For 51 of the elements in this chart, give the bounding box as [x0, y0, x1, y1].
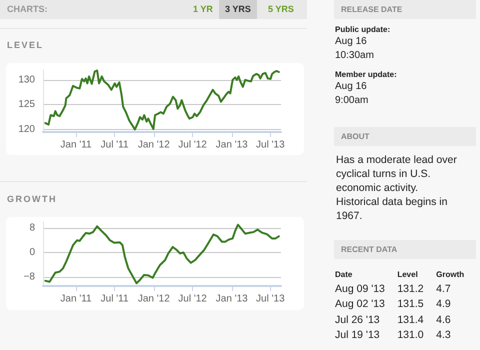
text: 10:30am	[334, 49, 375, 63]
text: Growth	[435, 268, 466, 280]
text: Aug 16	[334, 80, 368, 94]
y-tick-label: 120	[18, 124, 36, 136]
text: Aug 16	[334, 35, 368, 49]
text: Aug 09 '13	[334, 282, 386, 296]
text: Public update:	[334, 24, 392, 35]
chart-title: LEVEL	[7, 40, 44, 50]
y-tick-label: 125	[18, 99, 36, 110]
x-tick-label: Jul '13	[256, 294, 286, 304]
text: 3 YRS	[219, 0, 257, 19]
text: 4.7	[435, 282, 452, 296]
x-tick-label: Jan '12	[138, 140, 170, 150]
text: CHARTS:	[7, 4, 48, 14]
chart-title: GROWTH	[7, 194, 57, 204]
text: Member update:	[334, 69, 398, 80]
text: RECENT DATA	[334, 240, 476, 259]
x-tick-label: Jan '12	[138, 294, 170, 304]
text: Jul 26 '13	[334, 312, 381, 328]
y-tick-label: −8	[24, 271, 36, 282]
text: 4.9	[435, 297, 452, 312]
text: 9:00am	[334, 94, 370, 108]
text: 4.6	[435, 312, 452, 328]
text: RELEASE DATE	[334, 0, 476, 19]
x-tick-label: Jul '11	[100, 294, 129, 304]
text: 131.2	[396, 282, 425, 296]
y-tick-label: 0	[29, 246, 36, 258]
x-tick-label: Jan '11	[60, 294, 92, 304]
text: 4.3	[435, 328, 452, 343]
text: Aug 02 '13	[334, 297, 386, 312]
text: Date	[334, 268, 354, 280]
x-tick-label: Jan '11	[60, 140, 92, 150]
text: 131.4	[396, 312, 425, 328]
x-tick-label: Jul '11	[100, 140, 129, 150]
line-series	[44, 69, 280, 131]
text: ABOUT	[334, 127, 476, 146]
text: Has a moderate lead over cyclical turns in U.S. economic activity. Historical data begins in 1967.	[335, 153, 458, 223]
x-tick-label: Jul '13	[256, 140, 286, 150]
text: 5 YRS	[267, 3, 295, 16]
y-tick-label: 8	[29, 222, 36, 234]
text: 1 YR	[192, 3, 214, 16]
line-series	[44, 224, 280, 284]
text: Jul 19 '13	[334, 328, 381, 343]
text: 131.0	[396, 328, 425, 343]
x-tick-label: Jul '12	[178, 140, 208, 150]
x-tick-label: Jul '12	[178, 294, 208, 304]
y-tick-label: 130	[18, 74, 36, 86]
x-tick-label: Jan '13	[216, 294, 248, 304]
x-tick-label: Jan '13	[216, 140, 248, 150]
text: Level	[396, 268, 419, 280]
text: 131.5	[396, 297, 425, 312]
